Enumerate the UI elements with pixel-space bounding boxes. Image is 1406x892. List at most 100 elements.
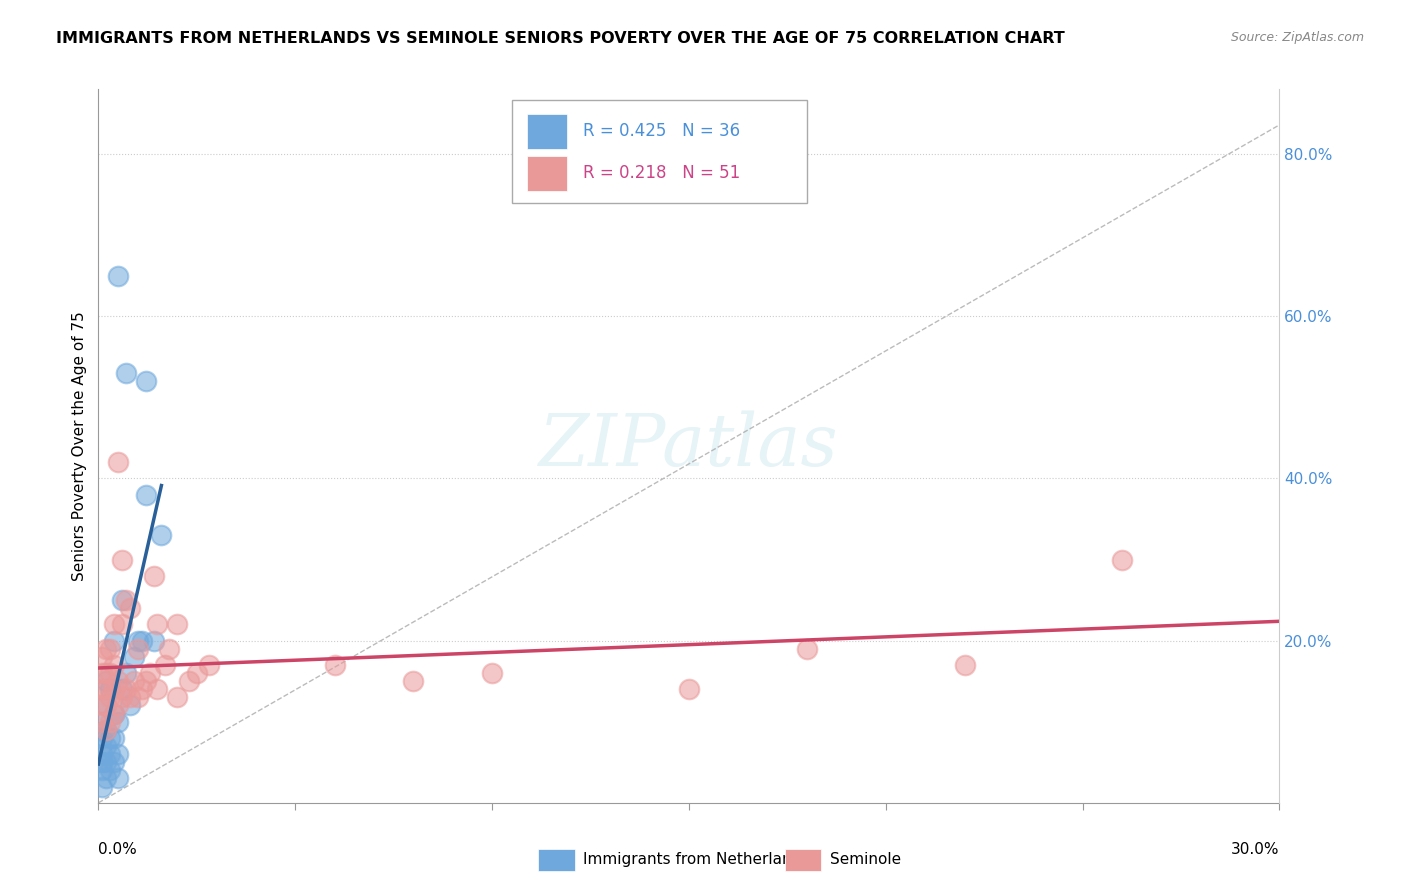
Point — [91, 731, 114, 745]
Point — [98, 731, 121, 745]
Text: 0.0%: 0.0% — [98, 842, 138, 857]
Point — [96, 723, 118, 737]
Point — [111, 552, 134, 566]
Point — [323, 657, 346, 672]
Point — [155, 657, 177, 672]
Point — [107, 268, 129, 283]
Point — [107, 772, 129, 786]
Point — [115, 593, 138, 607]
Point — [98, 641, 121, 656]
Point — [107, 455, 129, 469]
Point — [127, 690, 149, 705]
Point — [96, 682, 118, 697]
Point — [115, 666, 138, 681]
Point — [107, 747, 129, 761]
Point — [481, 666, 503, 681]
Point — [157, 641, 180, 656]
Point — [118, 690, 141, 705]
Point — [402, 674, 425, 689]
Point — [678, 682, 700, 697]
Point — [186, 666, 208, 681]
Point — [103, 633, 125, 648]
Point — [118, 601, 141, 615]
Point — [953, 657, 976, 672]
Point — [118, 698, 141, 713]
FancyBboxPatch shape — [527, 155, 567, 191]
Point — [1111, 552, 1133, 566]
Point — [166, 617, 188, 632]
Point — [96, 641, 118, 656]
Point — [166, 690, 188, 705]
Point — [96, 674, 118, 689]
Point — [91, 698, 114, 713]
Point — [127, 641, 149, 656]
Point — [91, 780, 114, 794]
Point — [103, 682, 125, 697]
Point — [96, 756, 118, 770]
Point — [103, 706, 125, 721]
Point — [142, 568, 165, 582]
Point — [96, 666, 118, 681]
Point — [107, 674, 129, 689]
Point — [98, 666, 121, 681]
Point — [91, 682, 114, 697]
Text: Seminole: Seminole — [830, 853, 901, 867]
Text: ZIPatlas: ZIPatlas — [538, 410, 839, 482]
Point — [96, 698, 118, 713]
Point — [177, 674, 200, 689]
Text: IMMIGRANTS FROM NETHERLANDS VS SEMINOLE SENIORS POVERTY OVER THE AGE OF 75 CORRE: IMMIGRANTS FROM NETHERLANDS VS SEMINOLE … — [56, 31, 1064, 46]
Y-axis label: Seniors Poverty Over the Age of 75: Seniors Poverty Over the Age of 75 — [72, 311, 87, 581]
Point — [796, 641, 818, 656]
Point — [135, 488, 157, 502]
Point — [96, 723, 118, 737]
Point — [103, 706, 125, 721]
Point — [150, 528, 173, 542]
Point — [135, 674, 157, 689]
Point — [107, 698, 129, 713]
Point — [98, 764, 121, 778]
Text: R = 0.218   N = 51: R = 0.218 N = 51 — [582, 164, 740, 182]
Point — [146, 617, 169, 632]
Text: 30.0%: 30.0% — [1232, 842, 1279, 857]
Point — [91, 756, 114, 770]
Text: Immigrants from Netherlands: Immigrants from Netherlands — [583, 853, 810, 867]
Point — [103, 617, 125, 632]
Point — [91, 747, 114, 761]
Point — [146, 682, 169, 697]
Point — [122, 674, 145, 689]
Point — [127, 633, 149, 648]
Point — [115, 682, 138, 697]
Point — [131, 633, 153, 648]
Point — [103, 657, 125, 672]
Point — [91, 714, 114, 729]
Point — [131, 682, 153, 697]
Point — [98, 714, 121, 729]
Point — [96, 698, 118, 713]
FancyBboxPatch shape — [527, 114, 567, 149]
Point — [115, 366, 138, 380]
Point — [135, 374, 157, 388]
Point — [111, 617, 134, 632]
Point — [91, 649, 114, 664]
Point — [103, 756, 125, 770]
Point — [96, 772, 118, 786]
FancyBboxPatch shape — [512, 100, 807, 203]
Point — [98, 690, 121, 705]
Point — [96, 739, 118, 753]
Point — [91, 714, 114, 729]
Point — [142, 633, 165, 648]
Point — [98, 682, 121, 697]
Point — [103, 731, 125, 745]
Point — [91, 764, 114, 778]
Point — [138, 666, 160, 681]
Point — [111, 593, 134, 607]
Point — [111, 690, 134, 705]
Point — [111, 682, 134, 697]
Point — [107, 714, 129, 729]
Point — [122, 649, 145, 664]
Text: Source: ZipAtlas.com: Source: ZipAtlas.com — [1230, 31, 1364, 45]
Point — [91, 666, 114, 681]
Point — [98, 747, 121, 761]
Text: R = 0.425   N = 36: R = 0.425 N = 36 — [582, 121, 740, 139]
Point — [197, 657, 219, 672]
